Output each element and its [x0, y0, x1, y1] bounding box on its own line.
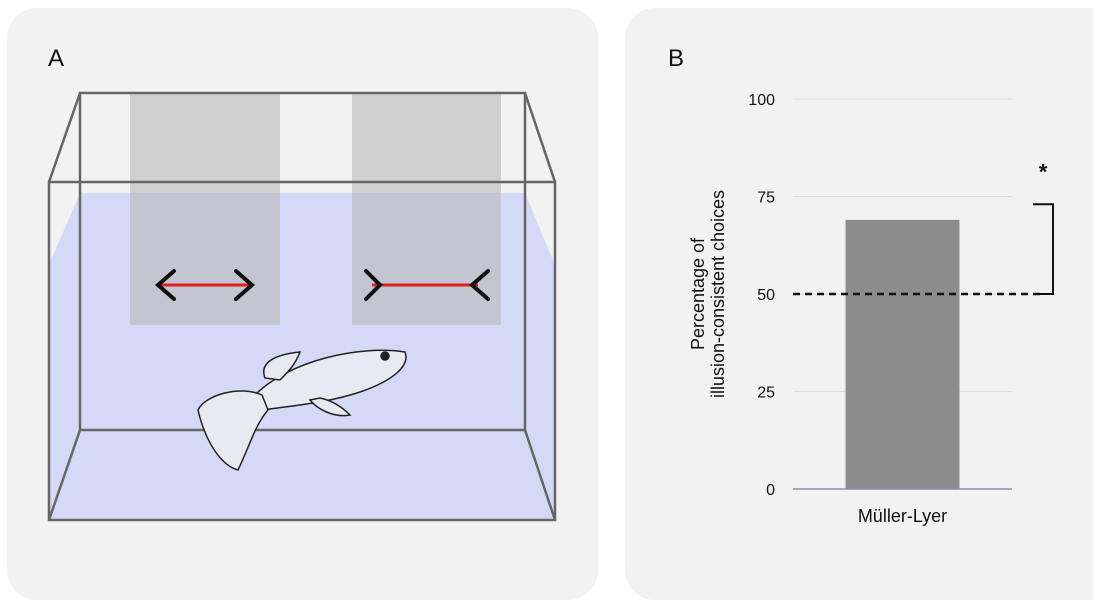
y-axis-label: Percentage of [688, 237, 708, 350]
bar [846, 220, 960, 489]
significance-label: * [1039, 159, 1048, 184]
y-axis-label: illusion-consistent choices [708, 190, 728, 398]
y-tick-label: 100 [748, 92, 775, 109]
panel-label: B [668, 45, 684, 72]
x-tick-label: Müller-Lyer [858, 506, 947, 526]
y-tick-label: 50 [757, 287, 775, 304]
y-tick-label: 75 [757, 190, 775, 207]
y-tick-label: 25 [757, 385, 775, 402]
y-tick-label: 0 [766, 482, 775, 499]
panel-label: A [48, 45, 64, 72]
figure: A B 0 25 50 75 100 Percentage ofillusion-cons… [0, 0, 1093, 604]
